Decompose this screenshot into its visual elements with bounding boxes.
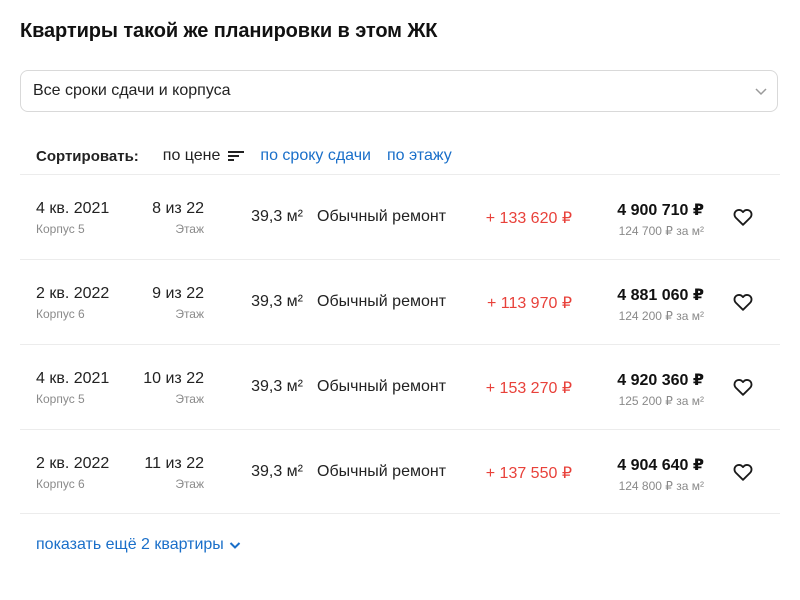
floor-value: 9 из 22	[152, 285, 204, 302]
price-value: 4 881 060 ₽	[617, 287, 704, 304]
sort-label: Сортировать:	[36, 147, 139, 165]
floor-label: Этаж	[175, 477, 204, 491]
area-value: 39,3 м²	[251, 208, 303, 225]
show-more-link[interactable]: показать ещё 2 квартиры	[36, 536, 242, 554]
floor-cell: 10 из 22 Этаж	[143, 370, 204, 406]
delivery-cell: 2 кв. 2022 Корпус 6	[36, 455, 109, 491]
price-cell: 4 904 640 ₽ 124 800 ₽ за м²	[617, 455, 704, 493]
repair-value: Обычный ремонт	[317, 208, 447, 225]
repair-value: Обычный ремонт	[317, 378, 447, 395]
price-per-m2: 124 700 ₽ за м²	[618, 224, 704, 238]
delivery-cell: 2 кв. 2022 Корпус 6	[36, 285, 109, 321]
repair-value: Обычный ремонт	[317, 293, 447, 310]
building-label: Корпус 5	[36, 392, 85, 406]
apartments-list: 4 кв. 2021 Корпус 5 8 из 22 Этаж 39,3 м²…	[20, 174, 780, 514]
page-title: Квартиры такой же планировки в этом ЖК	[20, 20, 438, 42]
sort-bar: Сортировать: по цене по сроку сдачи по э…	[36, 146, 468, 166]
price-difference: + 133 620 ₽	[485, 210, 572, 227]
delivery-filter-select[interactable]: Все сроки сдачи и корпуса	[20, 70, 778, 112]
chevron-down-icon	[229, 542, 241, 549]
area-value: 39,3 м²	[251, 293, 303, 310]
price-per-m2: 125 200 ₽ за м²	[618, 394, 704, 408]
sort-by-price[interactable]: по цене	[163, 147, 245, 165]
price-difference: + 153 270 ₽	[485, 380, 572, 397]
sort-by-floor[interactable]: по этажу	[387, 147, 452, 164]
sort-by-delivery[interactable]: по сроку сдачи	[260, 147, 371, 164]
price-per-m2: 124 200 ₽ за м²	[618, 309, 704, 323]
heart-outline-icon[interactable]	[732, 206, 754, 228]
repair-value: Обычный ремонт	[317, 463, 447, 480]
show-more-label: показать ещё 2 квартиры	[36, 536, 224, 553]
price-cell: 4 900 710 ₽ 124 700 ₽ за м²	[617, 200, 704, 238]
floor-label: Этаж	[175, 222, 204, 236]
apartment-row[interactable]: 4 кв. 2021 Корпус 5 10 из 22 Этаж 39,3 м…	[20, 344, 780, 429]
delivery-cell: 4 кв. 2021 Корпус 5	[36, 370, 109, 406]
heart-outline-icon[interactable]	[732, 461, 754, 483]
delivery-date: 4 кв. 2021	[36, 200, 110, 217]
delivery-filter-value: Все сроки сдачи и корпуса	[33, 82, 231, 99]
price-value: 4 920 360 ₽	[617, 372, 704, 389]
heart-outline-icon[interactable]	[732, 376, 754, 398]
price-cell: 4 920 360 ₽ 125 200 ₽ за м²	[617, 370, 704, 408]
floor-cell: 8 из 22 Этаж	[152, 200, 204, 236]
floor-cell: 11 из 22 Этаж	[144, 455, 204, 491]
delivery-cell: 4 кв. 2021 Корпус 5	[36, 200, 109, 236]
price-value: 4 904 640 ₽	[617, 457, 704, 474]
apartment-row[interactable]: 4 кв. 2021 Корпус 5 8 из 22 Этаж 39,3 м²…	[20, 174, 780, 259]
price-difference: + 137 550 ₽	[485, 465, 572, 482]
building-label: Корпус 5	[36, 222, 85, 236]
delivery-date: 2 кв. 2022	[36, 285, 110, 302]
floor-value: 10 из 22	[143, 370, 204, 387]
floor-value: 8 из 22	[152, 200, 204, 217]
chevron-down-icon	[755, 88, 767, 96]
building-label: Корпус 6	[36, 477, 85, 491]
delivery-date: 4 кв. 2021	[36, 370, 110, 387]
heart-outline-icon[interactable]	[732, 291, 754, 313]
building-label: Корпус 6	[36, 307, 85, 321]
sort-lines-icon	[228, 151, 245, 161]
area-value: 39,3 м²	[251, 378, 303, 395]
floor-value: 11 из 22	[144, 455, 204, 472]
area-value: 39,3 м²	[251, 463, 303, 480]
sort-by-price-label: по цене	[162, 147, 221, 164]
apartment-row[interactable]: 2 кв. 2022 Корпус 6 9 из 22 Этаж 39,3 м²…	[20, 259, 780, 344]
price-value: 4 900 710 ₽	[617, 202, 704, 219]
floor-label: Этаж	[175, 307, 204, 321]
floor-cell: 9 из 22 Этаж	[152, 285, 204, 321]
apartment-row[interactable]: 2 кв. 2022 Корпус 6 11 из 22 Этаж 39,3 м…	[20, 429, 780, 514]
delivery-date: 2 кв. 2022	[36, 455, 110, 472]
price-per-m2: 124 800 ₽ за м²	[618, 479, 704, 493]
price-cell: 4 881 060 ₽ 124 200 ₽ за м²	[617, 285, 704, 323]
price-difference: + 113 970 ₽	[486, 295, 572, 312]
floor-label: Этаж	[175, 392, 204, 406]
